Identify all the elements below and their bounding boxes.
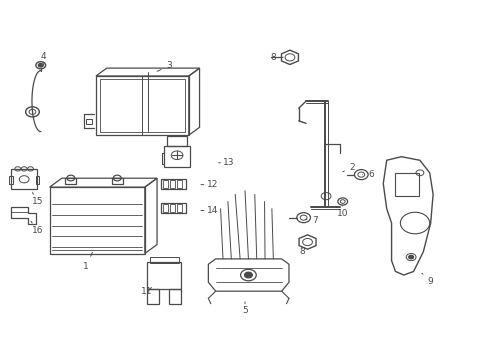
Text: 4: 4	[41, 52, 47, 65]
Bar	[177, 204, 182, 212]
Circle shape	[245, 272, 252, 278]
Text: 9: 9	[422, 273, 434, 285]
Bar	[100, 79, 185, 132]
Text: 3: 3	[157, 62, 172, 71]
Text: 2: 2	[343, 163, 355, 172]
Bar	[167, 136, 187, 146]
Circle shape	[409, 255, 414, 259]
Bar	[161, 179, 186, 189]
Text: 13: 13	[219, 158, 235, 167]
Bar	[161, 203, 186, 213]
Text: 5: 5	[242, 302, 248, 315]
Text: 15: 15	[31, 193, 43, 206]
Bar	[112, 178, 122, 184]
Bar	[170, 204, 175, 212]
Bar	[163, 204, 168, 212]
Text: 14: 14	[201, 206, 218, 215]
Bar	[169, 289, 181, 304]
Text: 8: 8	[270, 53, 283, 62]
Bar	[36, 176, 39, 184]
Bar	[170, 180, 175, 188]
Bar	[150, 257, 179, 263]
Text: 1: 1	[83, 252, 93, 271]
Bar	[9, 176, 13, 184]
Bar	[177, 180, 182, 188]
Bar	[11, 169, 37, 189]
Text: 6: 6	[363, 170, 374, 179]
Text: 8: 8	[300, 247, 306, 256]
Bar	[163, 180, 168, 188]
Bar	[147, 289, 159, 304]
Bar	[164, 146, 190, 167]
Bar	[395, 173, 419, 196]
Text: 16: 16	[31, 221, 43, 235]
Circle shape	[38, 63, 43, 67]
Text: 10: 10	[337, 205, 348, 218]
Bar	[96, 76, 189, 135]
Bar	[86, 120, 92, 125]
Text: 11: 11	[141, 287, 152, 296]
Text: 12: 12	[201, 180, 218, 189]
Bar	[66, 178, 76, 184]
Bar	[49, 187, 145, 253]
Bar	[147, 262, 181, 289]
Text: 7: 7	[306, 216, 318, 225]
